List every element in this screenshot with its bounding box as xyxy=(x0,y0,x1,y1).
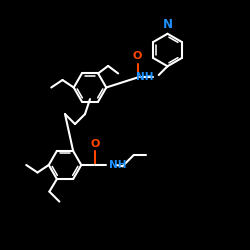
Text: O: O xyxy=(133,51,142,61)
Text: NH: NH xyxy=(136,72,154,83)
Text: NH: NH xyxy=(109,160,126,170)
Text: O: O xyxy=(90,139,100,149)
Text: N: N xyxy=(162,18,172,30)
